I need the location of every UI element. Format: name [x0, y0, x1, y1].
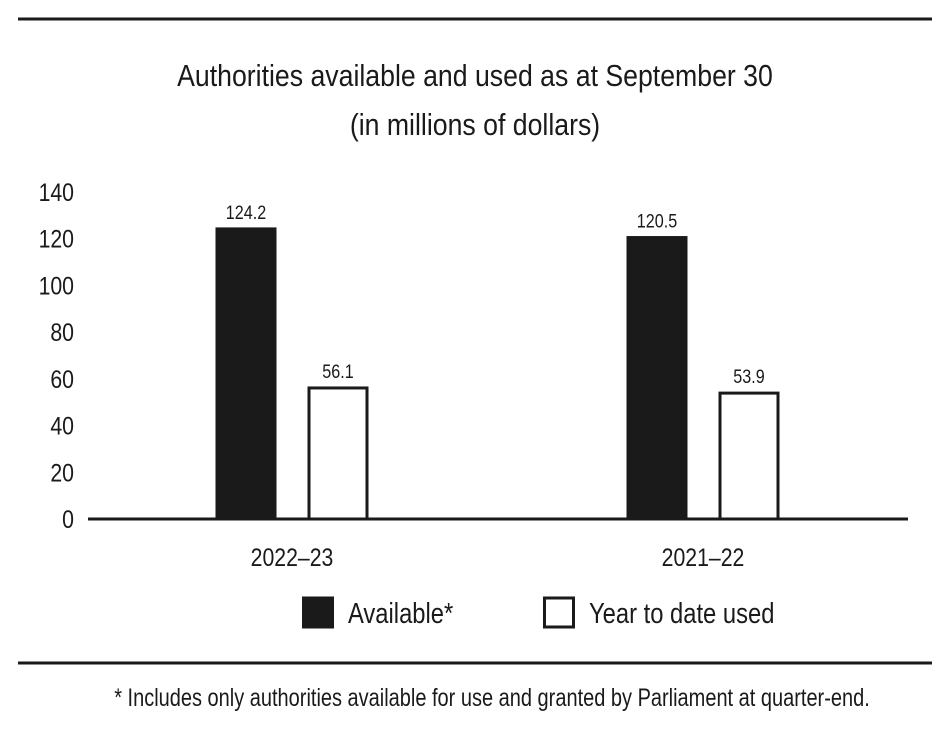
- y-tick-label: 0: [62, 505, 74, 533]
- legend-item: Year to date used: [543, 596, 774, 630]
- y-tick-label: 40: [50, 412, 74, 440]
- y-tick-label: 20: [50, 459, 74, 487]
- legend-swatch: [543, 596, 575, 629]
- legend-label: Available*: [348, 597, 453, 630]
- x-tick-label: 2022–23: [251, 543, 334, 571]
- legend-swatch: [302, 596, 334, 629]
- legend-label: Year to date used: [589, 597, 774, 630]
- y-tick-label: 140: [39, 178, 74, 206]
- y-tick-label: 60: [50, 365, 74, 393]
- data-label: 120.5: [637, 210, 678, 232]
- y-tick-label: 80: [50, 319, 74, 347]
- chart-subtitle: (in millions of dollars): [350, 108, 600, 142]
- bar: [307, 386, 369, 521]
- y-tick-label: 120: [39, 225, 74, 253]
- bar: [626, 236, 688, 521]
- data-label: 53.9: [733, 366, 764, 388]
- data-label: 124.2: [226, 202, 266, 224]
- y-tick-label: 100: [39, 272, 74, 300]
- footnote: * Includes only authorities available fo…: [114, 684, 870, 712]
- chart-title: Authorities available and used as at Sep…: [177, 59, 773, 93]
- data-label: 56.1: [322, 361, 353, 383]
- x-tick-label: 2021–22: [662, 543, 745, 571]
- legend-item: Available*: [302, 596, 453, 630]
- bar: [215, 227, 277, 521]
- bar: [718, 391, 780, 521]
